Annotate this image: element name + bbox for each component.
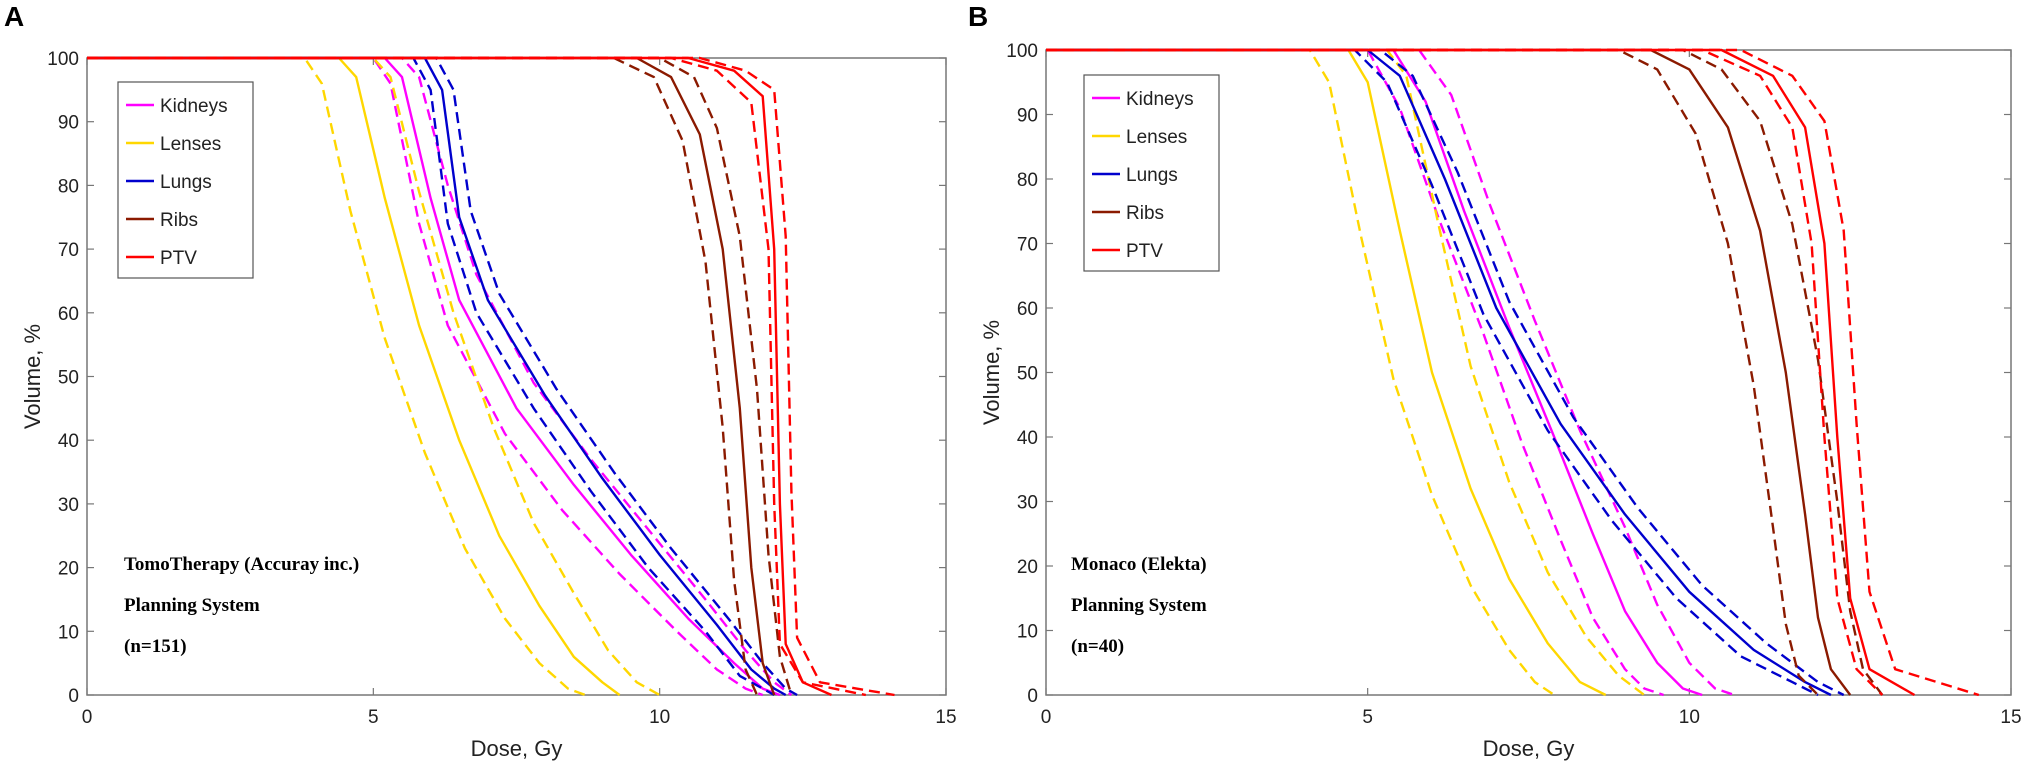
y-tick-label: 50: [58, 368, 79, 389]
legend-label-lungs: Lungs: [1126, 165, 1178, 186]
y-tick-label: 90: [58, 113, 79, 134]
annotation-line: TomoTherapy (Accuray inc.): [124, 554, 359, 575]
x-tick-label: 5: [368, 707, 379, 728]
y-tick-label: 30: [58, 495, 79, 516]
y-tick-label: 40: [1017, 428, 1038, 449]
annotation-line: Planning System: [1071, 595, 1207, 616]
series-line-lenses-dashed: [1046, 48, 1555, 696]
x-tick-label: 10: [649, 707, 670, 728]
series-line-ptv-dashed: [1046, 48, 1980, 697]
series-line-ribs-dashed: [1046, 48, 1884, 696]
y-tick-label: 70: [1017, 235, 1038, 256]
y-tick-label: 60: [58, 304, 79, 325]
legend-label-kidneys: Kidneys: [160, 96, 228, 117]
x-tick-label: 10: [1679, 707, 1700, 728]
series-line-kidneys-solid: [1046, 48, 1703, 697]
series-line-lungs-solid: [87, 56, 787, 697]
y-tick-label: 100: [47, 49, 79, 70]
series-line-lenses-dashed: [1046, 48, 1646, 696]
legend-label-kidneys: Kidneys: [1126, 89, 1194, 110]
panel-letter: B: [968, 1, 988, 32]
series-line-kidneys-solid: [87, 56, 781, 697]
x-tick-label: 15: [935, 707, 956, 728]
annotation-line: (n=151): [124, 636, 187, 657]
y-axis-label: Volume, %: [979, 320, 1004, 425]
panel-letter: A: [4, 1, 24, 32]
series-line-ptv-dashed: [87, 56, 867, 697]
series-line-ribs-solid: [1046, 48, 1852, 696]
y-tick-label: 20: [58, 559, 79, 580]
series-line-lungs-dashed: [87, 56, 775, 697]
x-tick-label: 5: [1362, 707, 1373, 728]
legend-label-ptv: PTV: [1126, 241, 1163, 262]
x-tick-label: 0: [82, 707, 93, 728]
annotation-line: (n=40): [1071, 636, 1124, 657]
series-line-ptv-solid: [1046, 48, 1916, 697]
y-tick-label: 90: [1017, 106, 1038, 127]
y-tick-label: 40: [58, 431, 79, 452]
series-line-ribs-dashed: [87, 56, 759, 696]
x-tick-label: 15: [2000, 707, 2021, 728]
y-tick-label: 10: [58, 622, 79, 643]
series-line-kidneys-dashed: [1046, 48, 1735, 697]
y-tick-label: 0: [68, 686, 79, 707]
x-axis-label: Dose, Gy: [1483, 736, 1575, 761]
legend-label-lungs: Lungs: [160, 172, 212, 193]
y-tick-label: 80: [58, 176, 79, 197]
legend-label-ribs: Ribs: [1126, 203, 1164, 224]
y-tick-label: 20: [1017, 557, 1038, 578]
y-tick-label: 0: [1027, 686, 1038, 707]
series-line-ribs-dashed: [1046, 48, 1819, 696]
series-line-ptv-dashed: [1046, 48, 1884, 696]
series-line-lenses-dashed: [87, 56, 661, 697]
series-line-lenses-solid: [1046, 48, 1607, 697]
legend: Kidneys Lenses Lungs Ribs PTV: [117, 81, 254, 279]
series-line-lenses-solid: [87, 56, 621, 696]
legend-label-lenses: Lenses: [1126, 127, 1187, 148]
y-tick-label: 60: [1017, 299, 1038, 320]
annotation-line: Planning System: [124, 595, 260, 616]
series-line-ribs-dashed: [87, 56, 793, 696]
y-tick-label: 100: [1006, 41, 1038, 62]
y-tick-label: 70: [58, 240, 79, 261]
panel-B: B 0 10 20 30 40 50 60 70 80 90 100 0 5 10 15 Dose, Gy Vol…: [968, 1, 2022, 761]
series-line-ribs-solid: [87, 56, 776, 696]
series-line-ptv-solid: [87, 56, 832, 697]
x-axis-label: Dose, Gy: [471, 736, 563, 761]
y-axis-label: Volume, %: [20, 324, 45, 429]
y-tick-label: 80: [1017, 170, 1038, 191]
series-line-lenses-dashed: [87, 56, 586, 697]
series-line-lungs-dashed: [1046, 48, 1845, 697]
series-line-lungs-solid: [1046, 48, 1832, 697]
legend-label-ptv: PTV: [160, 248, 197, 269]
legend-label-ribs: Ribs: [160, 210, 198, 231]
series-line-lungs-dashed: [1046, 48, 1819, 697]
y-tick-label: 10: [1017, 622, 1038, 643]
annotation-line: Monaco (Elekta): [1071, 554, 1207, 575]
series-line-kidneys-dashed: [87, 56, 764, 697]
series-line-lungs-dashed: [87, 56, 798, 697]
legend-label-lenses: Lenses: [160, 134, 221, 155]
y-tick-label: 50: [1017, 364, 1038, 385]
legend: Kidneys Lenses Lungs Ribs PTV: [1083, 74, 1220, 272]
series-line-ptv-dashed: [87, 56, 895, 697]
panel-A: A 0 10 20 30 40 50 60 70 80 90 100 0 5 10 15 Dose, Gy Vol…: [4, 1, 957, 761]
x-tick-label: 0: [1041, 707, 1052, 728]
y-tick-label: 30: [1017, 493, 1038, 514]
